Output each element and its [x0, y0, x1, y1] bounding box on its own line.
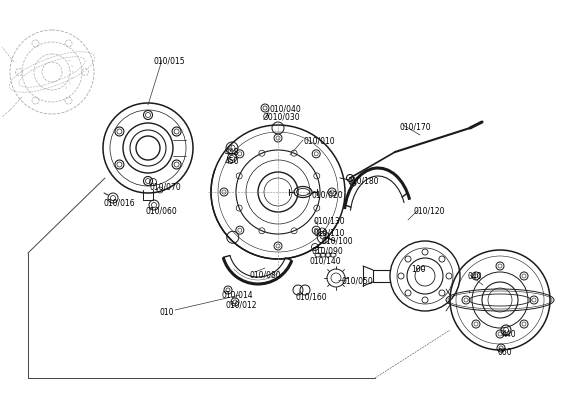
- Text: 100: 100: [411, 265, 426, 274]
- Text: 010/060: 010/060: [145, 207, 177, 216]
- Text: 010/080: 010/080: [250, 270, 282, 279]
- Text: 010/015: 010/015: [154, 57, 186, 66]
- Text: 448: 448: [225, 148, 239, 157]
- Text: 040: 040: [467, 272, 482, 281]
- Text: 010/014: 010/014: [222, 290, 254, 299]
- Text: 010/020: 010/020: [312, 190, 344, 199]
- Text: 010/180: 010/180: [347, 177, 379, 186]
- Text: 010/090: 010/090: [311, 246, 343, 255]
- Text: 010/170: 010/170: [400, 122, 432, 131]
- Text: 010/110: 010/110: [313, 229, 345, 238]
- Text: 060: 060: [498, 348, 513, 357]
- Text: 010/130: 010/130: [314, 217, 346, 226]
- Text: 010/016: 010/016: [103, 198, 135, 207]
- Text: 010/100: 010/100: [321, 237, 353, 246]
- Text: 010/012: 010/012: [226, 301, 258, 310]
- Text: 450: 450: [225, 157, 239, 166]
- Text: Ø010/030: Ø010/030: [263, 113, 301, 122]
- Text: 010/050: 010/050: [341, 277, 373, 286]
- Text: 010/010: 010/010: [304, 137, 336, 146]
- Text: 010: 010: [160, 308, 174, 317]
- Text: 010/040: 010/040: [270, 105, 302, 114]
- Text: 010/120: 010/120: [414, 207, 445, 216]
- Text: 010/140: 010/140: [309, 257, 341, 266]
- Text: 010/160: 010/160: [296, 292, 328, 301]
- Text: 010/070: 010/070: [150, 182, 182, 191]
- Text: 440: 440: [502, 330, 517, 339]
